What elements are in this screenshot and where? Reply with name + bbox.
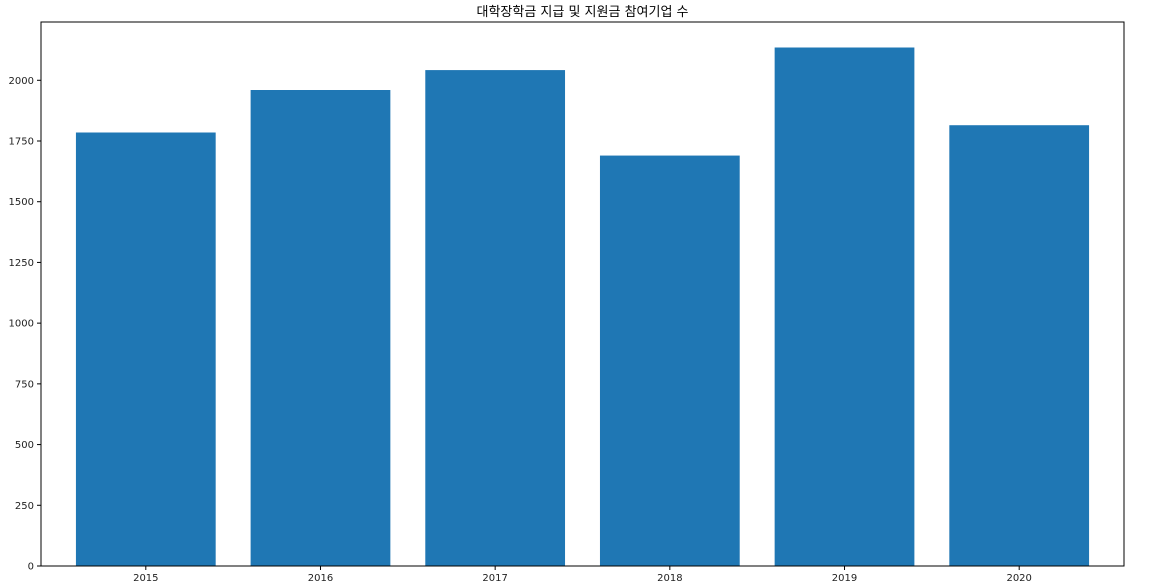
y-tick-label-750: 750: [15, 379, 34, 390]
y-tick-label-250: 250: [15, 501, 34, 512]
x-tick-label-2019: 2019: [832, 573, 857, 584]
bar-2017: [425, 70, 566, 566]
x-axis: 2015 2016 2017 2018 2019 2020: [133, 566, 1032, 584]
bar-2019: [774, 47, 915, 566]
x-tick-label-2016: 2016: [308, 573, 333, 584]
x-tick-label-2020: 2020: [1006, 573, 1031, 584]
bar-2016: [250, 90, 391, 566]
x-tick-label-2015: 2015: [133, 573, 158, 584]
plot-frame: [40, 21, 1125, 567]
y-tick-label-1250: 1250: [9, 258, 34, 269]
y-tick-label-1750: 1750: [9, 137, 34, 148]
y-tick-label-1500: 1500: [9, 197, 34, 208]
y-tick-label-0: 0: [28, 562, 34, 573]
y-tick-label-1000: 1000: [9, 319, 34, 330]
bar-2018: [599, 155, 740, 567]
bar-2020: [949, 125, 1090, 566]
y-tick-label-2000: 2000: [9, 76, 34, 87]
chart-title: 대학장학금 지급 및 지원금 참여기업 수: [476, 5, 688, 20]
bars-group: [75, 47, 1090, 567]
x-tick-label-2017: 2017: [482, 573, 507, 584]
x-tick-label-2018: 2018: [657, 573, 682, 584]
bar-2015: [75, 132, 216, 566]
y-tick-label-500: 500: [15, 440, 34, 451]
y-axis: 0 250 500 750 1000 1250 1500 1750 2000: [9, 76, 41, 573]
